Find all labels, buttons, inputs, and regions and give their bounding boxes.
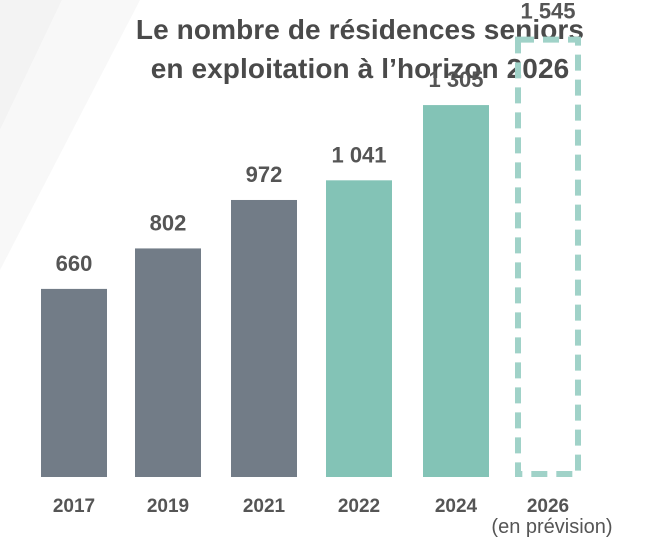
x-tick-label-2026: 2026 bbox=[527, 496, 569, 517]
value-label-2017: 660 bbox=[56, 251, 93, 276]
chart-title-line-1: Le nombre de résidences seniors bbox=[135, 14, 585, 45]
x-tick-label-2021: 2021 bbox=[243, 496, 286, 517]
bar-2019 bbox=[135, 248, 201, 477]
bar-2026 bbox=[515, 36, 581, 478]
bar-2022 bbox=[326, 180, 392, 477]
value-label-2022: 1 041 bbox=[331, 142, 386, 167]
x-tick-label-2024: 2024 bbox=[435, 496, 478, 517]
bar-2017 bbox=[41, 288, 107, 477]
bar-2021 bbox=[231, 199, 297, 478]
value-label-2019: 802 bbox=[150, 210, 187, 235]
x-tick-label-2019: 2019 bbox=[147, 496, 189, 517]
value-label-2024: 1 305 bbox=[428, 67, 483, 92]
x-tick-label-2022: 2022 bbox=[338, 496, 380, 517]
chart-title: Le nombre de résidences seniors en explo… bbox=[60, 10, 660, 88]
chart-title-line-2: en exploitation à l’horizon 2026 bbox=[150, 53, 570, 84]
value-label-2026: 1 545 bbox=[520, 0, 575, 24]
value-label-2021: 972 bbox=[246, 162, 283, 187]
forecast-note: (en prévision) bbox=[491, 516, 613, 538]
bar-2024 bbox=[423, 105, 489, 477]
x-tick-label-2017: 2017 bbox=[53, 496, 95, 517]
